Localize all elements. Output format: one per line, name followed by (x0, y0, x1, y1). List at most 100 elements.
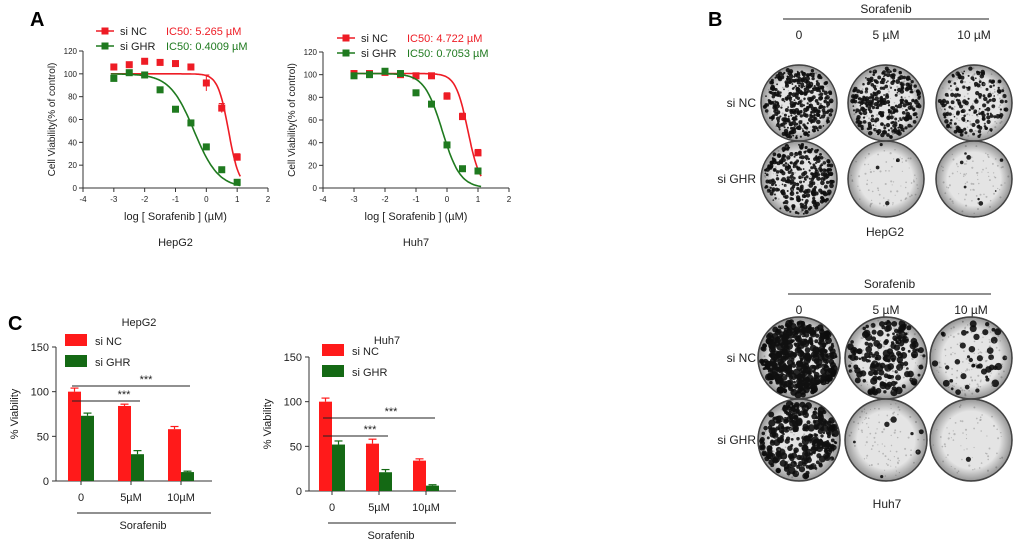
y-tick-label: 0 (73, 184, 78, 193)
y-tick-label: 150 (284, 352, 302, 364)
legend-label: si NC (120, 26, 147, 38)
plate-rim (936, 65, 1012, 141)
row-label-si-ghr: si GHR (717, 433, 756, 447)
colony-plate (848, 141, 924, 217)
treatment-label: Sorafenib (860, 2, 912, 16)
huh7-viability-bar-chart: 0 50 100 150 0 5µM 10µM si NC si GHR *** *** Sorafe… (262, 335, 456, 542)
significance-label: *** (140, 374, 154, 386)
data-point (382, 68, 389, 75)
data-point (126, 69, 133, 76)
y-tick-label: 100 (304, 71, 318, 80)
colony-plate (761, 141, 837, 217)
ic50-label: IC50: 5.265 µM (166, 26, 241, 38)
y-tick-label: 120 (304, 48, 318, 57)
colony-plate (848, 65, 924, 141)
data-point (141, 58, 148, 65)
y-axis-title: % Viability (262, 398, 274, 449)
colony-plate (845, 399, 927, 481)
fit-curve (351, 74, 481, 177)
x-tick-label: 10µM (412, 502, 440, 514)
y-tick-label: 60 (308, 116, 317, 125)
y-tick-label: 100 (64, 70, 78, 79)
data-point (203, 79, 210, 86)
legend-entry-si-ghr: si GHR IC50: 0.4009 µM (96, 41, 248, 53)
y-axis-title: Cell Viability(% of control) (287, 63, 298, 177)
y-tick-label: 100 (31, 387, 49, 399)
legend-entry-si-nc: si NC IC50: 5.265 µM (96, 26, 241, 38)
bar (413, 461, 426, 491)
y-tick-label: 20 (68, 161, 77, 170)
x-tick-label: 2 (266, 195, 271, 204)
data-point (459, 165, 466, 172)
panel-label-b: B (708, 9, 722, 31)
huh7-colony-panel: Sorafenib0 5 µM 10 µMsi NCsi GHRHuh7 (717, 277, 1012, 511)
legend-swatch (322, 365, 344, 377)
legend-label: si NC (352, 346, 379, 358)
x-tick-label: -3 (350, 195, 358, 204)
legend-marker (102, 43, 109, 50)
data-point (459, 113, 466, 120)
bar (118, 406, 131, 481)
legend-label: si GHR (120, 41, 156, 53)
row-label-si-nc: si NC (727, 96, 757, 110)
y-tick-label: 120 (64, 47, 78, 56)
plate-rim (758, 317, 840, 399)
data-point (475, 149, 482, 156)
data-point (172, 106, 179, 113)
colony-plate (936, 65, 1012, 141)
plate-rim (845, 399, 927, 481)
data-point (218, 105, 225, 112)
data-point (475, 168, 482, 175)
colony-plate (930, 317, 1012, 399)
dose-column-label: 5 µM (873, 303, 900, 317)
panel-label-c: C (8, 313, 22, 335)
y-tick-label: 0 (296, 486, 302, 498)
plate-rim (930, 317, 1012, 399)
significance-label: *** (118, 389, 132, 401)
legend-entry-si-ghr: si GHR IC50: 0.7053 µM (337, 48, 489, 60)
y-axis-title: Cell Viability(% of control) (47, 63, 58, 177)
dose-column-label: 10 µM (957, 28, 991, 42)
row-label-si-nc: si NC (727, 351, 757, 365)
legend-entry-si-ghr: si GHR (322, 365, 388, 379)
dose-column-label: 0 (796, 303, 803, 317)
legend-label: si NC (361, 33, 388, 45)
colony-plate (936, 141, 1012, 217)
hepg2-dose-response-chart: 0 20 40 60 80 100 120 -4 -3 -2 -1 0 1 2 log [ Sorafeni… (47, 26, 271, 249)
legend-label: si GHR (352, 367, 388, 379)
data-point (444, 93, 451, 100)
legend-entry-si-nc: si NC IC50: 4.722 µM (337, 33, 482, 45)
bar (131, 454, 144, 481)
plate-rim (761, 65, 837, 141)
bar (319, 402, 332, 491)
y-tick-label: 50 (37, 431, 49, 443)
legend-marker (102, 28, 109, 35)
bar (68, 392, 81, 481)
bar (332, 445, 345, 491)
series-si-ghr (110, 69, 240, 186)
ic50-label: IC50: 0.7053 µM (407, 48, 489, 60)
x-tick-label: 2 (507, 195, 512, 204)
legend-swatch (65, 334, 87, 346)
panel-cell-line-title: Huh7 (873, 497, 902, 511)
data-point (157, 59, 164, 66)
fit-curve (111, 74, 241, 177)
series-si-ghr (351, 68, 482, 187)
data-point (444, 141, 451, 148)
y-tick-label: 20 (308, 161, 317, 170)
x-axis-title: log [ Sorafenib ] (µM) (124, 211, 227, 223)
panel-cell-line-title: HepG2 (866, 225, 904, 239)
data-point (428, 72, 435, 79)
significance-label: *** (385, 406, 399, 418)
plate-rim (848, 65, 924, 141)
data-point (187, 119, 194, 126)
x-tick-label: 1 (235, 195, 240, 204)
x-tick-label: 5µM (120, 492, 142, 504)
legend-swatch (322, 344, 344, 356)
data-point (126, 61, 133, 68)
significance-label: *** (364, 424, 378, 436)
x-tick-label: -1 (412, 195, 420, 204)
chart-title: Huh7 (374, 335, 400, 347)
data-point (157, 86, 164, 93)
data-point (413, 89, 420, 96)
